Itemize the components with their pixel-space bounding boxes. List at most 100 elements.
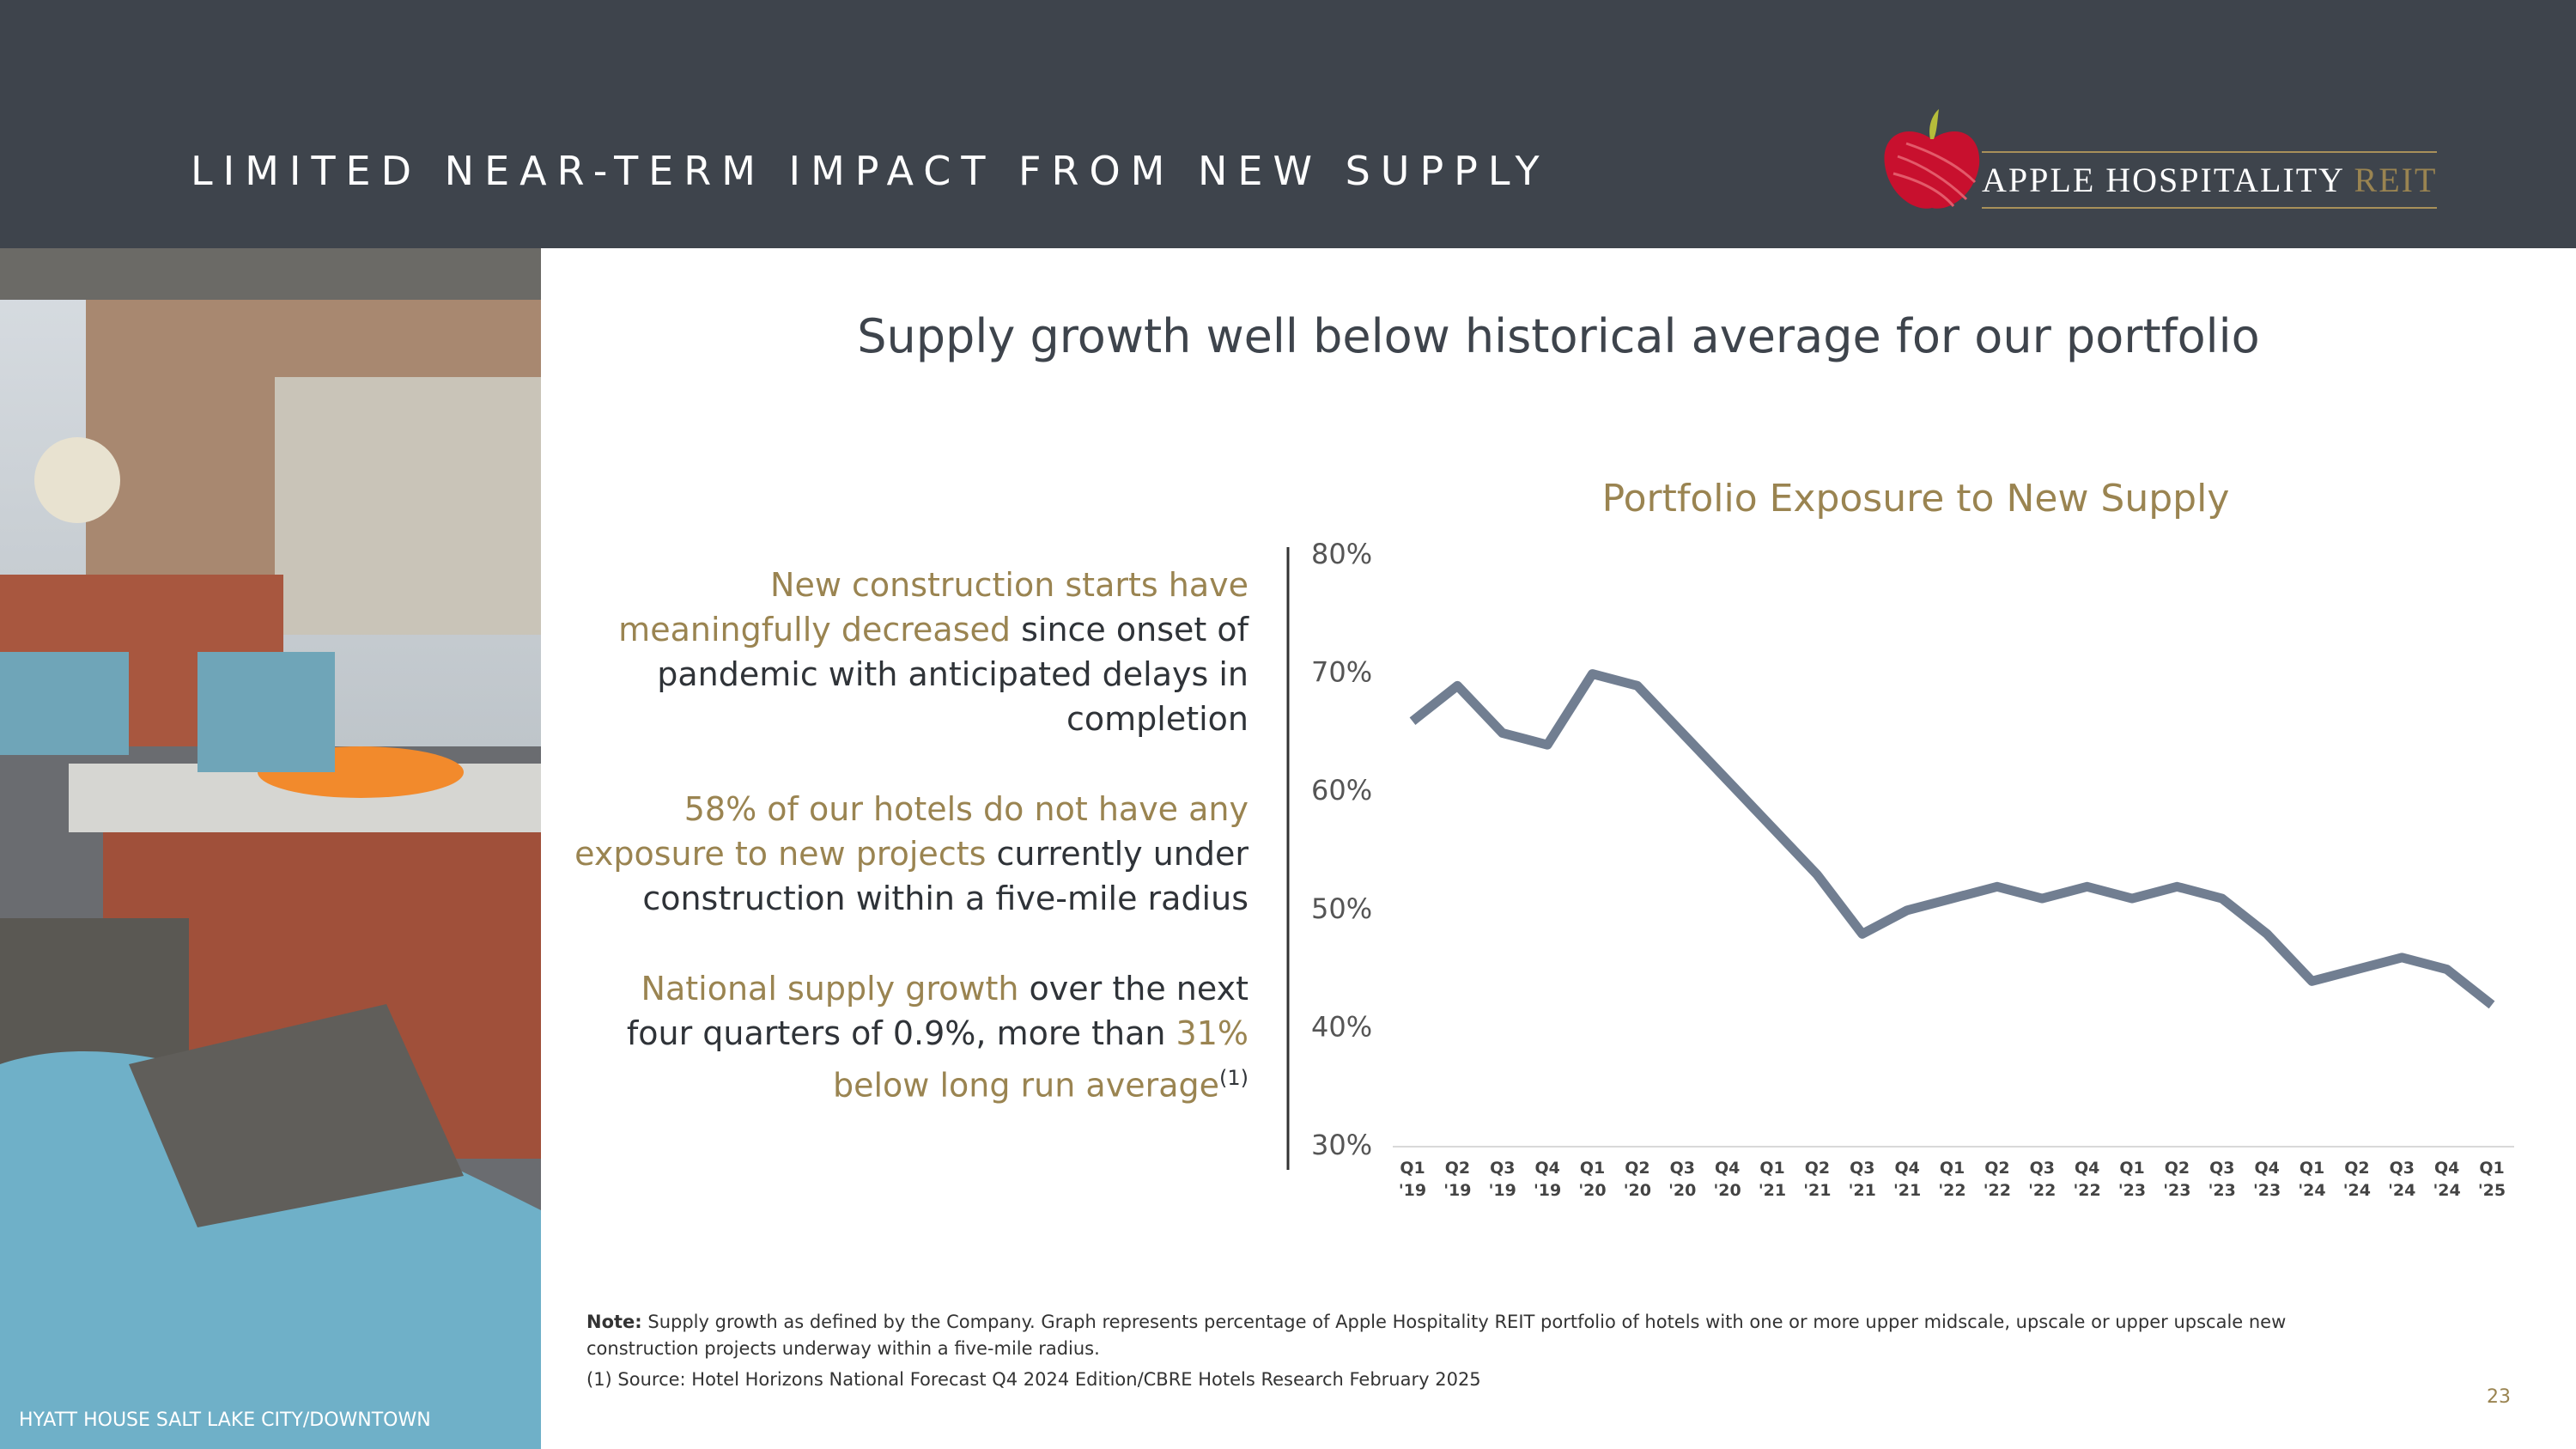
- tick-label-line: '24: [2388, 1181, 2415, 1200]
- footnotes: Note: Supply growth as defined by the Co…: [586, 1309, 2372, 1397]
- tick-label-line: Q4: [2254, 1159, 2279, 1178]
- header-bar: [0, 0, 2576, 248]
- x-tick-label: Q1'19: [1399, 1159, 1426, 1200]
- data-line: [1409, 669, 2495, 1009]
- x-tick-label: Q1'25: [2478, 1159, 2506, 1200]
- x-tick-label: Q3'22: [2028, 1159, 2056, 1200]
- x-tick-label: Q1'20: [1578, 1159, 1606, 1200]
- tick-label-line: '21: [1893, 1181, 1921, 1200]
- y-tick-label: 70%: [1311, 656, 1372, 689]
- tick-label-line: Q3: [2209, 1159, 2234, 1178]
- tick-label-line: '25: [2478, 1181, 2506, 1200]
- tick-label-line: Q4: [1894, 1159, 1919, 1178]
- tick-label-line: '23: [2118, 1181, 2146, 1200]
- tick-label-line: '22: [1938, 1181, 1965, 1200]
- tick-label-line: '23: [2208, 1181, 2236, 1200]
- tick-label-line: Q1: [1400, 1159, 1425, 1178]
- tick-label-line: '23: [2253, 1181, 2281, 1200]
- text: currently under construction within a fi…: [642, 835, 1249, 917]
- slide-title: LIMITED NEAR-TERM IMPACT FROM NEW SUPPLY: [191, 148, 1550, 194]
- tick-label-line: Q1: [2300, 1159, 2324, 1178]
- tick-label-line: Q4: [2075, 1159, 2099, 1178]
- highlight: New construction starts have meaningfull…: [618, 566, 1249, 648]
- x-tick-label: Q4'22: [2073, 1159, 2100, 1200]
- tick-label-line: '21: [1849, 1181, 1876, 1200]
- tick-label-line: '19: [1534, 1181, 1561, 1200]
- y-tick-label: 40%: [1311, 1010, 1372, 1043]
- highlight: National supply growth: [641, 970, 1019, 1008]
- text: since onset of pandemic with anticipated…: [657, 611, 1249, 738]
- footnote-ref: (1): [1219, 1066, 1249, 1090]
- tick-label-line: '20: [1624, 1181, 1651, 1200]
- x-tick-label: Q2'21: [1803, 1159, 1831, 1200]
- tick-label-line: '24: [2433, 1181, 2460, 1200]
- x-tick-label: Q4'20: [1713, 1159, 1741, 1200]
- tick-label-line: Q2: [2344, 1159, 2369, 1178]
- logo-icon: [1884, 109, 1980, 209]
- photo: [0, 248, 541, 1449]
- bullet-list: New construction starts have meaningfull…: [567, 563, 1249, 1154]
- x-tick-label: Q4'19: [1534, 1159, 1561, 1200]
- tick-label-line: '21: [1803, 1181, 1831, 1200]
- tick-label-line: Q2: [1625, 1159, 1649, 1178]
- tick-label-line: Q1: [1580, 1159, 1605, 1178]
- note-label: Note:: [586, 1312, 642, 1332]
- highlight: 58% of our hotels do not have any exposu…: [574, 790, 1249, 873]
- chart-title: Portfolio Exposure to New Supply: [1602, 477, 2230, 521]
- logo-text: APPLE HOSPITALITY REIT: [1982, 151, 2438, 209]
- tick-label-line: Q3: [1670, 1159, 1695, 1178]
- tick-label-line: '20: [1578, 1181, 1606, 1200]
- x-tick-label: Q2'23: [2163, 1159, 2190, 1200]
- tick-label-line: Q2: [1445, 1159, 1470, 1178]
- x-tick-label: Q3'19: [1489, 1159, 1516, 1200]
- x-tick-label: Q4'21: [1893, 1159, 1921, 1200]
- y-tick-label: 80%: [1311, 538, 1372, 570]
- x-tick-label: Q2'24: [2343, 1159, 2371, 1200]
- y-tick-label: 50%: [1311, 892, 1372, 925]
- logo-name: APPLE HOSPITALITY: [1982, 161, 2344, 199]
- x-tick-label: Q3'23: [2208, 1159, 2236, 1200]
- page-number: 23: [2487, 1386, 2511, 1408]
- tick-label-line: Q3: [1490, 1159, 1515, 1178]
- note: Note: Supply growth as defined by the Co…: [586, 1309, 2372, 1362]
- tick-label-line: '19: [1489, 1181, 1516, 1200]
- x-tick-label: Q2'22: [1984, 1159, 2011, 1200]
- x-tick-label: Q3'21: [1849, 1159, 1876, 1200]
- x-tick-label: Q2'19: [1443, 1159, 1471, 1200]
- x-tick-label: Q2'20: [1624, 1159, 1651, 1200]
- tick-label-line: '22: [2073, 1181, 2100, 1200]
- tick-label-line: Q1: [1940, 1159, 1965, 1178]
- tick-label-line: '23: [2163, 1181, 2190, 1200]
- x-tick-label: Q1'22: [1938, 1159, 1965, 1200]
- x-tick-label: Q3'24: [2388, 1159, 2415, 1200]
- tick-label-line: '24: [2343, 1181, 2371, 1200]
- tick-label-line: Q2: [2165, 1159, 2190, 1178]
- x-tick-label: Q3'20: [1668, 1159, 1696, 1200]
- tick-label-line: '24: [2298, 1181, 2325, 1200]
- tick-label-line: '22: [1984, 1181, 2011, 1200]
- x-tick-label: Q4'23: [2253, 1159, 2281, 1200]
- source: (1) Source: Hotel Horizons National Fore…: [586, 1369, 1481, 1390]
- bullet: 58% of our hotels do not have any exposu…: [567, 787, 1249, 921]
- photo-caption: HYATT HOUSE SALT LAKE CITY/DOWNTOWN: [19, 1409, 431, 1431]
- tick-label-line: Q1: [2119, 1159, 2144, 1178]
- tick-label-line: Q4: [2434, 1159, 2459, 1178]
- text: over the next four quarters of 0.9%, mor…: [626, 970, 1249, 1052]
- highlight: 31% below long run average: [833, 1014, 1249, 1105]
- x-tick-label: Q4'24: [2433, 1159, 2460, 1200]
- tick-label-line: Q3: [2030, 1159, 2055, 1178]
- tick-label-line: Q4: [1534, 1159, 1559, 1178]
- x-tick-label: Q1'24: [2298, 1159, 2325, 1200]
- y-tick-label: 30%: [1311, 1129, 1372, 1161]
- tick-label-line: '20: [1713, 1181, 1741, 1200]
- tick-label-line: Q1: [2479, 1159, 2504, 1178]
- tick-label-line: Q1: [1759, 1159, 1784, 1178]
- bullet: New construction starts have meaningfull…: [567, 563, 1249, 741]
- y-tick-label: 60%: [1311, 774, 1372, 807]
- bullet: National supply growth over the next fou…: [567, 966, 1249, 1108]
- tick-label-line: Q3: [2390, 1159, 2415, 1178]
- tick-label-line: Q2: [1984, 1159, 2009, 1178]
- note-text: Supply growth as defined by the Company.…: [586, 1312, 2287, 1359]
- tick-label-line: Q2: [1805, 1159, 1830, 1178]
